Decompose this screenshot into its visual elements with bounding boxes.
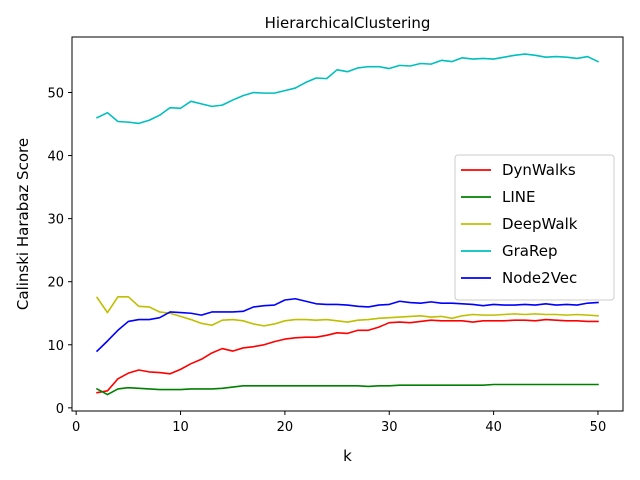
y-tick-label: 0 xyxy=(56,402,64,417)
x-tick-label: 40 xyxy=(485,420,502,435)
series-line-deepwalk xyxy=(95,296,599,327)
y-axis-label: Calinski Harabaz Score xyxy=(14,138,32,310)
series-line-line xyxy=(95,383,599,396)
x-ticks: 0 10 20 30 40 50 xyxy=(72,411,606,435)
x-tick-label: 30 xyxy=(381,420,398,435)
plot-frame xyxy=(71,36,624,412)
series-line-grarep xyxy=(95,53,600,125)
y-tick-label: 40 xyxy=(47,150,64,165)
legend-label: Node2Vec xyxy=(502,269,577,287)
y-tick-label: 20 xyxy=(47,276,64,291)
y-tick-label: 30 xyxy=(47,213,64,228)
chart-title: HierarchicalClustering xyxy=(265,14,431,32)
legend-label: DeepWalk xyxy=(502,215,578,233)
y-tick-label: 50 xyxy=(47,87,64,102)
legend-box xyxy=(454,154,615,301)
x-tick-label: 20 xyxy=(277,420,294,435)
x-tick-label: 0 xyxy=(72,420,80,435)
series-line-node2vec xyxy=(95,297,599,353)
legend-label: LINE xyxy=(502,188,535,206)
series-layer xyxy=(95,53,600,396)
legend: DynWalks LINE DeepWalk GraRep Node2Vec xyxy=(454,154,615,301)
series-line-dynwalks xyxy=(96,318,599,394)
x-tick-label: 10 xyxy=(172,420,189,435)
y-tick-label: 10 xyxy=(47,339,64,354)
legend-label: DynWalks xyxy=(502,161,576,179)
x-axis-label: k xyxy=(343,447,352,465)
x-tick-label: 50 xyxy=(590,420,607,435)
legend-label: GraRep xyxy=(502,242,557,260)
y-ticks: 0 10 20 30 40 50 xyxy=(47,87,72,417)
